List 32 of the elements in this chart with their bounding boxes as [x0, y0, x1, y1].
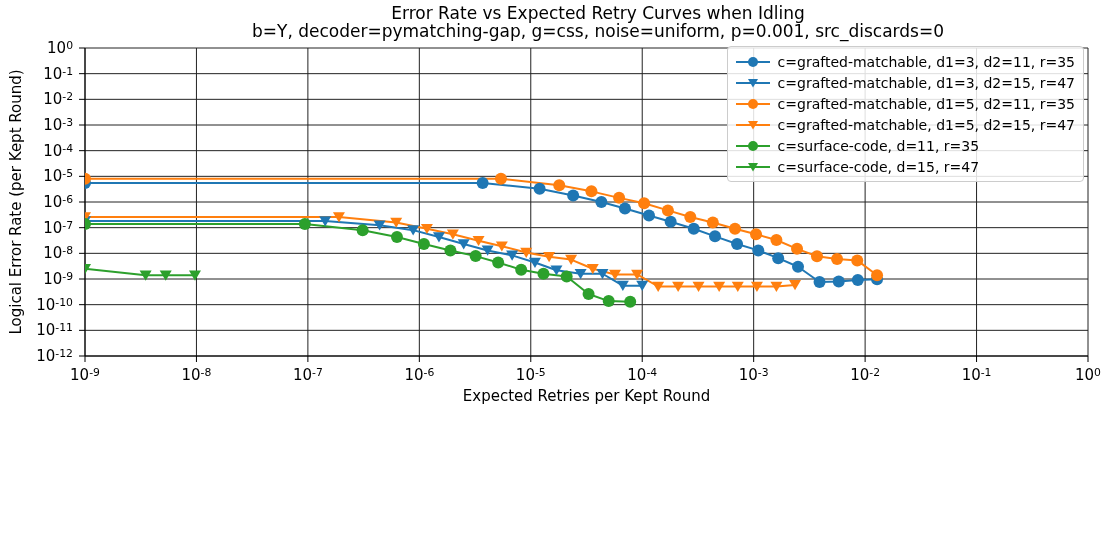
x-tick-label: 10$^{-9}$ [70, 365, 101, 384]
x-axis-title: Expected Retries per Kept Round [462, 387, 711, 405]
y-tick-label: 10$^{-4}$ [43, 141, 74, 160]
legend-label: c=surface-code, d=11, r=35 [777, 137, 980, 154]
y-tick-label: 10$^{-3}$ [43, 115, 73, 134]
y-tick-label: 10$^{-9}$ [43, 269, 74, 288]
x-tick-label: 10$^{-1}$ [961, 365, 992, 384]
legend-label: c=grafted-matchable, d1=3, d2=11, r=35 [777, 53, 1075, 70]
legend-label: c=grafted-matchable, d1=5, d2=15, r=47 [777, 116, 1075, 133]
y-tick-label: 10$^{-6}$ [43, 192, 74, 211]
x-tick-label: 10$^{-4}$ [627, 365, 658, 384]
y-axis-title: Logical Error Rate (per Kept Round) [7, 69, 26, 335]
y-tick-label: 10$^{-8}$ [43, 243, 74, 263]
x-tick-label: 10$^{0}$ [1075, 365, 1102, 384]
y-tick-label: 10$^{-7}$ [43, 218, 73, 237]
legend-label: c=grafted-matchable, d1=3, d2=15, r=47 [777, 74, 1075, 91]
y-tick-label: 10$^{-10}$ [36, 295, 74, 314]
y-tick-label: 10$^{-12}$ [36, 346, 73, 365]
y-tick-label: 10$^{-2}$ [43, 89, 73, 109]
y-tick-label: 10$^{-11}$ [36, 320, 73, 340]
legend-label: c=surface-code, d=15, r=47 [777, 158, 980, 175]
legend-label: c=grafted-matchable, d1=5, d2=11, r=35 [777, 95, 1075, 112]
x-tick-label: 10$^{-7}$ [292, 365, 323, 384]
y-tick-label: 10$^{-1}$ [43, 64, 73, 83]
chart-title: Error Rate vs Expected Retry Curves when Idling [391, 3, 806, 23]
x-tick-label: 10$^{-3}$ [738, 365, 769, 384]
x-tick-label: 10$^{-5}$ [515, 365, 546, 384]
x-tick-label: 10$^{-2}$ [850, 365, 881, 384]
y-tick-label: 10$^{0}$ [47, 38, 74, 57]
x-tick-label: 10$^{-6}$ [404, 365, 435, 384]
y-tick-label: 10$^{-5}$ [43, 166, 73, 186]
x-tick-label: 10$^{-8}$ [181, 365, 212, 384]
